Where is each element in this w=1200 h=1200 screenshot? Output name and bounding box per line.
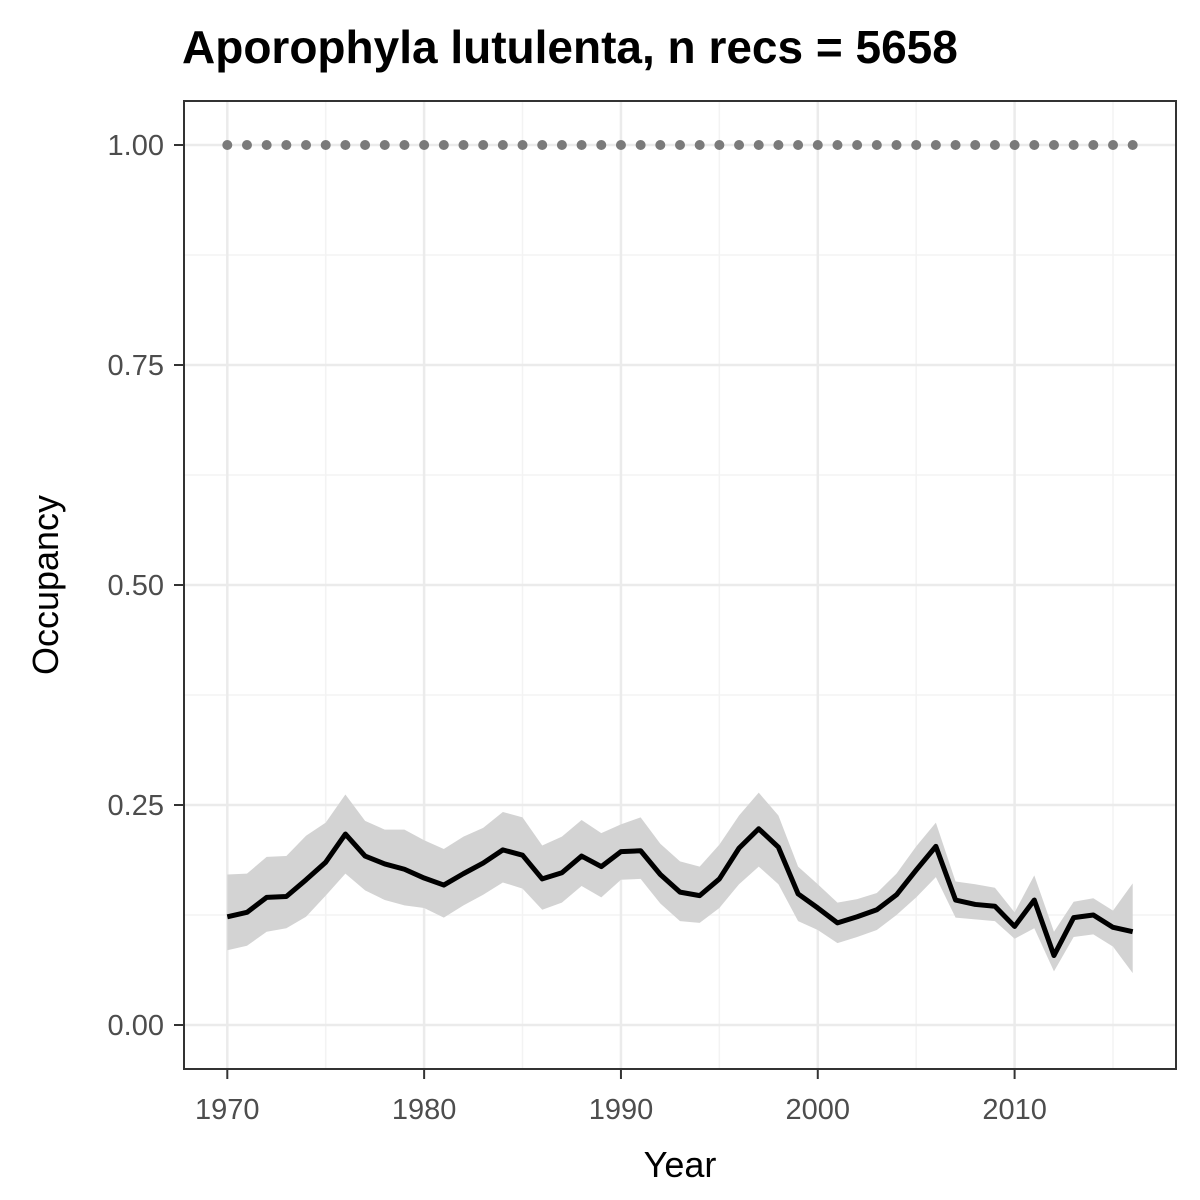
- x-tick-label: 1980: [392, 1094, 457, 1126]
- reference-point: [340, 140, 351, 150]
- reference-point: [576, 140, 587, 150]
- reference-point: [773, 140, 784, 150]
- reference-point: [261, 140, 272, 150]
- reference-point: [812, 140, 823, 150]
- reference-point: [675, 140, 685, 150]
- y-tick-label: 1.00: [108, 130, 164, 162]
- line-layer: [226, 826, 1134, 958]
- confidence-ribbon: [227, 792, 1133, 974]
- y-tick-label: 0.00: [108, 1010, 164, 1042]
- reference-point: [655, 140, 666, 150]
- reference-point: [1009, 140, 1020, 150]
- reference-point: [793, 140, 804, 150]
- reference-point: [419, 140, 430, 150]
- axis-layer: 1970 1980 1990 2000 2010 0.00 0.25 0.50 0.75 1.00: [108, 130, 1047, 1126]
- chart-title: Aporophyla lutulenta, n recs = 5658: [182, 21, 958, 73]
- occupancy-line: [226, 826, 1134, 958]
- reference-point: [517, 140, 528, 150]
- reference-point: [1029, 140, 1040, 150]
- reference-point: [1127, 140, 1138, 150]
- reference-point: [1108, 140, 1119, 150]
- x-axis-title: Year: [644, 1144, 717, 1185]
- y-tick-label: 0.50: [108, 570, 164, 602]
- reference-point: [438, 140, 449, 150]
- reference-point: [832, 140, 843, 150]
- x-tick-label: 1970: [195, 1094, 260, 1126]
- reference-point: [871, 140, 882, 150]
- reference-point: [852, 140, 863, 150]
- reference-point: [556, 140, 567, 150]
- reference-point: [458, 140, 469, 150]
- reference-point: [950, 140, 961, 150]
- reference-point: [360, 140, 371, 150]
- reference-point: [537, 140, 548, 150]
- dotted-layer: [222, 140, 1138, 150]
- reference-point: [734, 140, 745, 150]
- reference-point: [241, 140, 252, 150]
- reference-point: [891, 140, 902, 150]
- reference-point: [478, 140, 489, 150]
- x-tick-label: 2010: [982, 1094, 1047, 1126]
- x-tick-label: 1990: [589, 1094, 654, 1126]
- reference-point: [930, 140, 941, 150]
- reference-point: [281, 140, 292, 150]
- reference-point: [970, 140, 981, 150]
- reference-point: [379, 140, 390, 150]
- reference-point: [989, 140, 1000, 150]
- reference-point: [911, 140, 922, 150]
- y-tick-label: 0.25: [108, 790, 164, 822]
- reference-point: [1068, 140, 1079, 150]
- reference-point: [753, 140, 764, 150]
- reference-point: [301, 140, 312, 150]
- reference-point: [635, 140, 646, 150]
- reference-point: [222, 140, 233, 150]
- ribbon-layer: [227, 792, 1133, 974]
- reference-point: [1048, 140, 1059, 150]
- reference-point: [320, 140, 331, 150]
- reference-point: [399, 140, 410, 150]
- y-axis-title: Occupancy: [25, 495, 66, 675]
- y-tick-label: 0.75: [108, 350, 164, 382]
- reference-point: [615, 140, 626, 150]
- reference-point: [694, 140, 705, 150]
- reference-point: [1088, 140, 1099, 150]
- reference-point: [497, 140, 508, 150]
- reference-point: [596, 140, 607, 150]
- x-tick-label: 2000: [786, 1094, 851, 1126]
- reference-point: [714, 140, 725, 150]
